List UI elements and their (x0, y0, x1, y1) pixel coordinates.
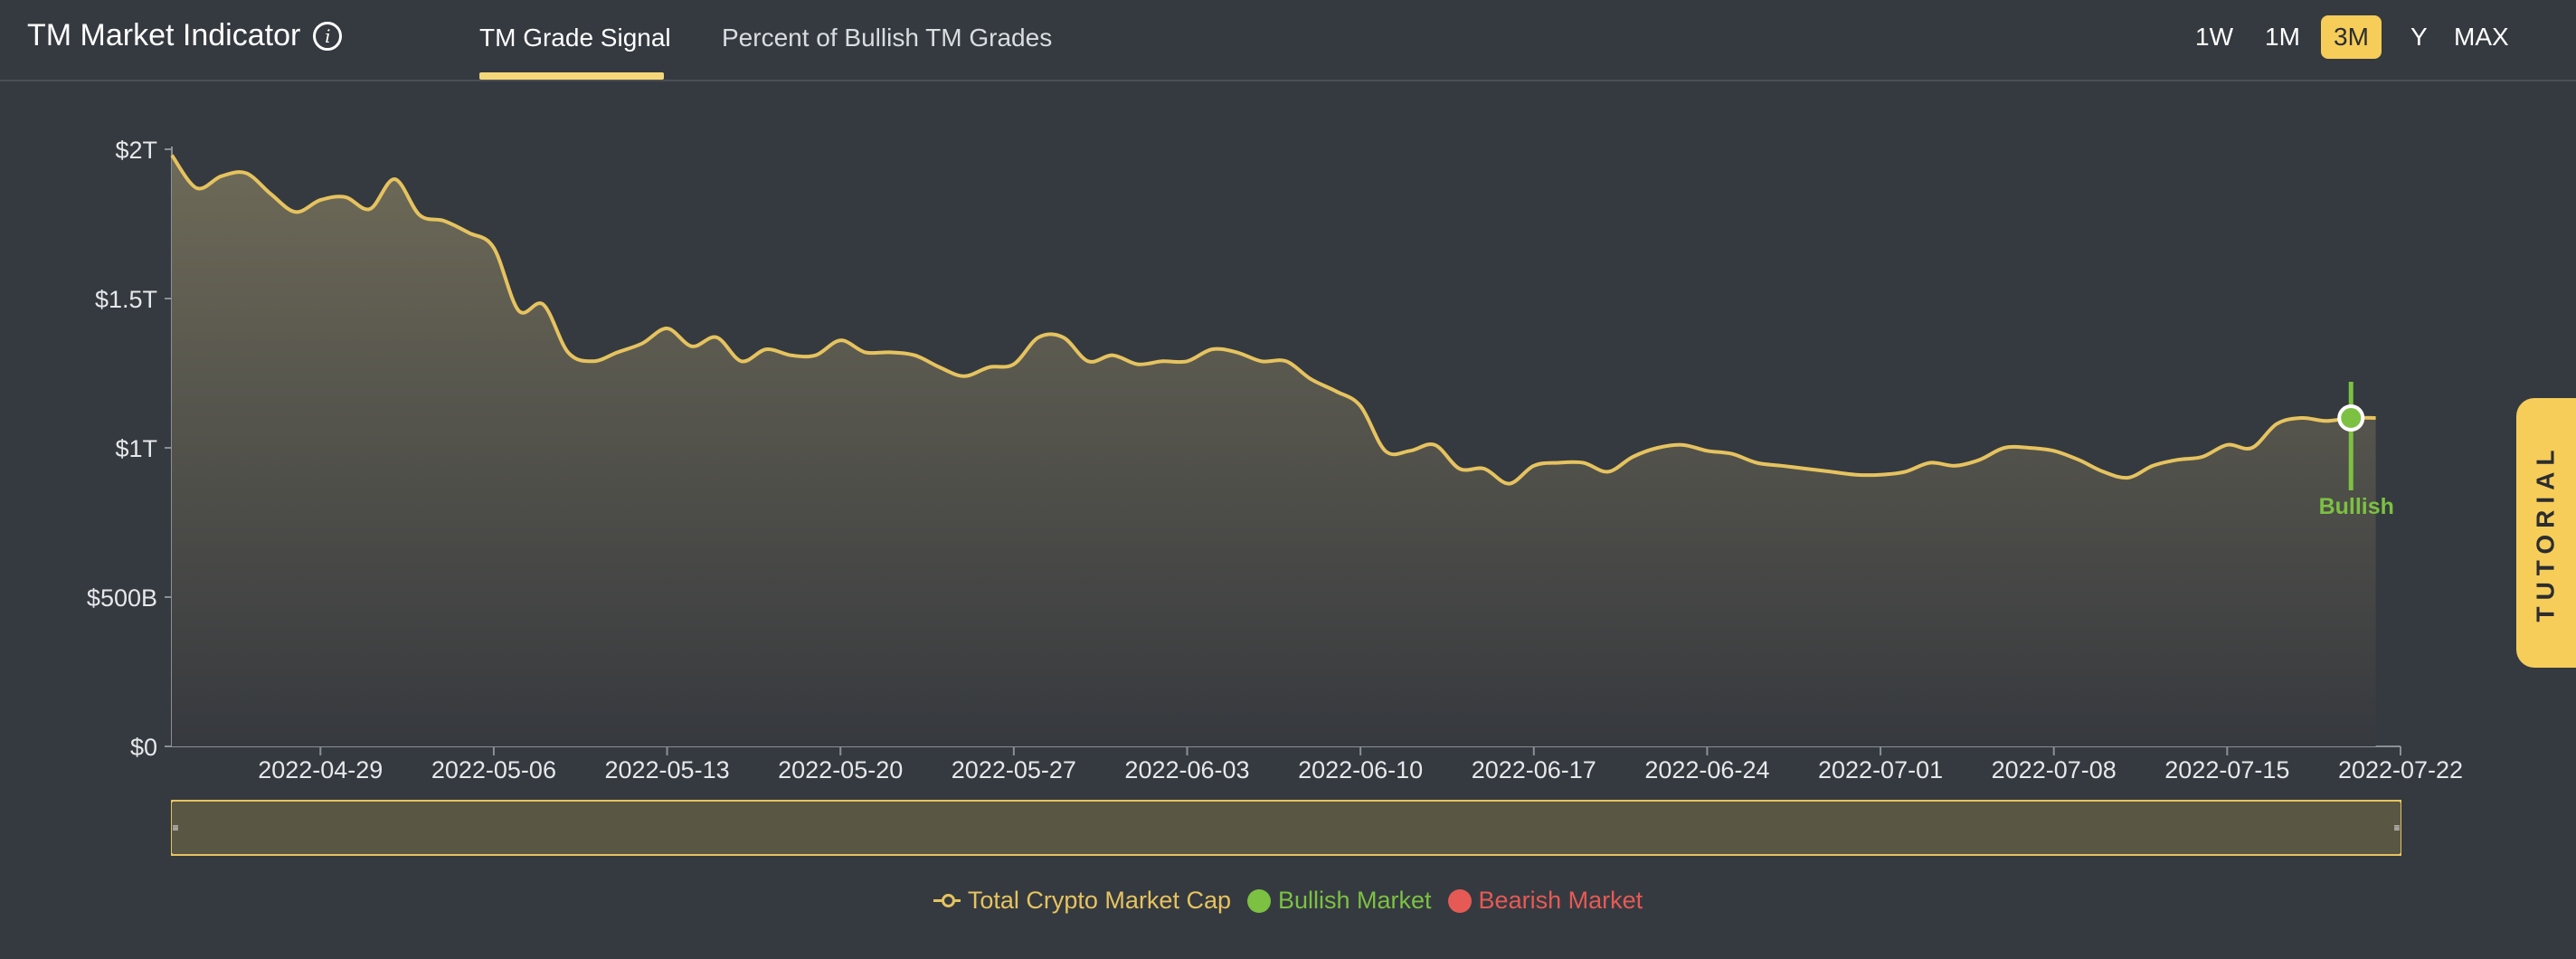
legend-label-bearish-market: Bearish Market (1478, 887, 1643, 914)
range-1m-button[interactable]: 1M (2265, 23, 2300, 51)
x-tick-label: 2022-07-22 (2338, 756, 2463, 783)
x-tick-label: 2022-05-13 (604, 756, 729, 783)
x-tick-label: 2022-07-08 (1992, 756, 2117, 783)
market-cap-area (172, 155, 2376, 747)
bullish-signal-point[interactable] (2337, 404, 2365, 432)
range-3m-button[interactable]: 3M (2321, 15, 2382, 59)
tutorial-button[interactable]: TUTORIAL (2516, 398, 2576, 668)
x-tick-label: 2022-05-20 (778, 756, 903, 783)
tab-tm-grade-signal[interactable]: TM Grade Signal (479, 24, 671, 52)
legend-item-total-market-cap[interactable]: Total Crypto Market Cap (933, 887, 1231, 915)
x-tick-label: 2022-05-06 (431, 756, 556, 783)
navigator-handle-left[interactable] (172, 802, 179, 853)
info-icon[interactable]: i (313, 21, 343, 51)
navigator-handle-left-grip: ≡ (172, 821, 178, 834)
range-1w-button[interactable]: 1W (2195, 23, 2233, 51)
y-tick-label: $2T (115, 137, 157, 164)
chart-legend: Total Crypto Market Cap Bullish Market B… (0, 887, 2576, 915)
navigator-handle-right-grip: ≡ (2393, 821, 2400, 834)
legend-item-bearish-market[interactable]: Bearish Market (1447, 887, 1643, 915)
legend-label-total-market-cap: Total Crypto Market Cap (967, 887, 1231, 914)
x-tick-label: 2022-06-24 (1644, 756, 1769, 783)
x-tick-label: 2022-04-29 (258, 756, 383, 783)
y-tick-label: $1.5T (95, 286, 157, 313)
active-tab-indicator (479, 72, 664, 80)
signal-label: Bullish (2319, 494, 2394, 519)
range-navigator[interactable]: ≡ ≡ (171, 800, 2401, 856)
tutorial-label: TUTORIAL (2532, 443, 2560, 622)
app-title: TM Market Indicator i (27, 18, 343, 53)
x-tick-label: 2022-06-10 (1298, 756, 1423, 783)
y-tick-label: $500B (87, 584, 157, 612)
tab-percent-bullish-tm-grades[interactable]: Percent of Bullish TM Grades (722, 24, 1053, 52)
range-max-button[interactable]: MAX (2454, 23, 2509, 51)
x-tick-label: 2022-07-01 (1818, 756, 1943, 783)
legend-item-bullish-market[interactable]: Bullish Market (1246, 887, 1432, 915)
legend-line-marker (933, 894, 961, 907)
navigator-handle-right[interactable] (2393, 802, 2401, 853)
legend-label-bullish-market: Bullish Market (1277, 887, 1432, 914)
y-tick-label: $1T (115, 435, 157, 462)
legend-bullish-dot (1246, 888, 1271, 913)
legend-bearish-dot (1447, 888, 1472, 913)
x-tick-label: 2022-06-17 (1472, 756, 1596, 783)
market-cap-line[interactable] (170, 154, 2376, 486)
y-tick-label: $0 (130, 734, 157, 761)
app-title-text: TM Market Indicator (27, 18, 301, 52)
range-y-button[interactable]: Y (2410, 23, 2428, 51)
x-tick-label: 2022-07-15 (2164, 756, 2289, 783)
navigator-window[interactable] (171, 800, 2401, 856)
header-bar: TM Market Indicator i TM Grade Signal Pe… (0, 0, 2576, 81)
x-tick-label: 2022-05-27 (952, 756, 1076, 783)
x-tick-label: 2022-06-03 (1124, 756, 1249, 783)
